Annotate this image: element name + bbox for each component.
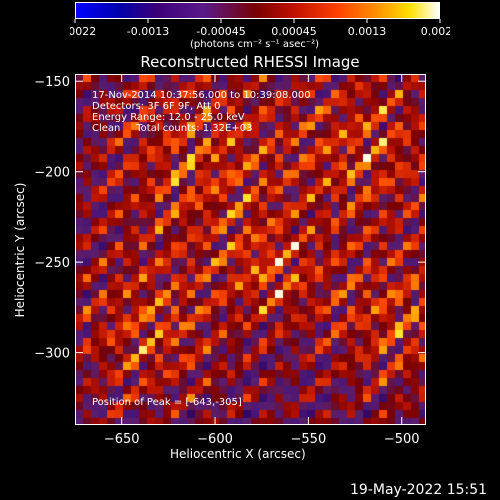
- x-tick-label: −600: [197, 432, 233, 447]
- x-tick-label: −650: [104, 432, 140, 447]
- colorbar-tick-label: 0.00045: [271, 25, 317, 38]
- annotation-peak: Position of Peak = [-643,-305]: [92, 397, 242, 408]
- x-tick-label: −500: [384, 432, 420, 447]
- annotation-detectors: Detectors: 3F 6F 9F, Att 0: [92, 101, 221, 112]
- colorbar-axis: -0.0022 -0.0013 -0.00045 0.00045 0.0013 0.002…: [70, 19, 450, 38]
- colorbar-unit-label: (photons cm⁻² s⁻¹ asec⁻²): [190, 39, 320, 50]
- y-tick-label: −200: [34, 166, 70, 181]
- annotation-time-range: 17-Nov-2014 10:37:56.000 to 10:39:08.000: [92, 90, 311, 101]
- reconstructed-image: [75, 74, 426, 425]
- colorbar-tick-label: 0.0013: [348, 25, 387, 38]
- footer-date: 19-May-2022 15:51: [350, 482, 488, 498]
- x-axis-label: Heliocentric X (arcsec): [170, 447, 306, 461]
- colorbar-tick-label: -0.0022: [70, 25, 96, 38]
- x-tick-label: −550: [291, 432, 327, 447]
- image-heatmap: [76, 75, 425, 424]
- y-tick-label: −150: [34, 75, 70, 90]
- y-tick-label: −300: [34, 347, 70, 362]
- annotation-method: Clean Total counts: 1.32E+03: [92, 123, 253, 134]
- y-tick-label: −250: [34, 256, 70, 271]
- y-axis-label: Heliocentric Y (arcsec): [13, 182, 27, 318]
- plot-title: Reconstructed RHESSI Image: [140, 53, 360, 71]
- annotation-energy: Energy Range: 12.0 - 25.0 keV: [92, 112, 245, 123]
- colorbar-tick-label: -0.0013: [127, 25, 169, 38]
- colorbar: [75, 2, 440, 19]
- colorbar-tick-label: 0.0022: [421, 25, 450, 38]
- colorbar-tick-label: -0.00045: [196, 25, 245, 38]
